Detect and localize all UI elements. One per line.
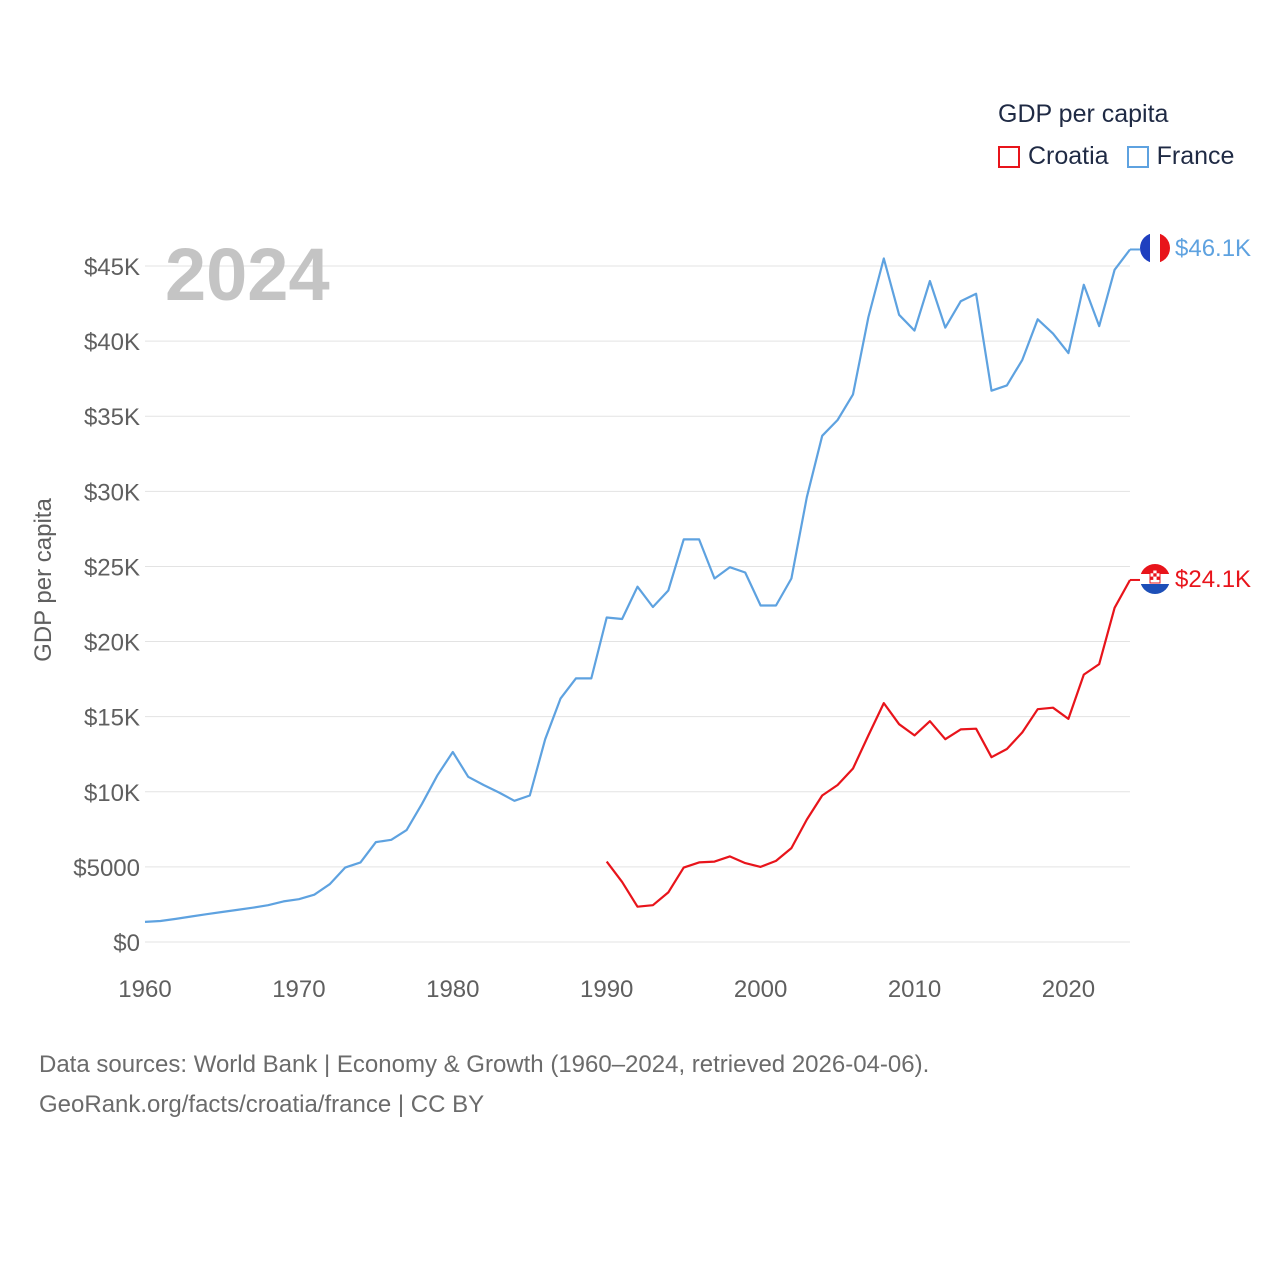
footer-link[interactable]: GeoRank.org/facts/croatia/france | CC BY (39, 1091, 485, 1118)
france-flag-icon (1140, 233, 1170, 263)
x-tick-label: 2020 (1042, 976, 1095, 1003)
legend-title: GDP per capita (998, 100, 1169, 128)
y-tick-label: $15K (84, 705, 140, 732)
y-tick-label: $45K (84, 254, 140, 281)
end-markers (1140, 233, 1170, 594)
legend-item-croatia[interactable]: Croatia (998, 142, 1109, 171)
series-line-croatia (605, 579, 1131, 908)
legend: Croatia France (998, 142, 1252, 171)
footer: Data sources: World Bank | Economy & Gro… (39, 1045, 929, 1125)
x-tick-label: 2000 (734, 976, 787, 1003)
y-tick-label: $5000 (73, 855, 140, 882)
legend-label-croatia: Croatia (1028, 142, 1109, 170)
gridlines (145, 265, 1130, 943)
croatia-flag-icon (1140, 564, 1170, 594)
y-tick-label: $0 (113, 930, 140, 957)
croatia-end-label: $24.1K (1175, 566, 1251, 593)
croatia-swatch (998, 145, 1020, 168)
series-lines (144, 248, 1140, 923)
legend-label-france: France (1156, 142, 1235, 170)
series-line-france (144, 248, 1131, 923)
x-tick-label: 2010 (888, 976, 941, 1003)
x-axis-ticks: 1960 1970 1980 1990 2000 2010 2020 (118, 976, 1095, 1003)
legend-item-france[interactable]: France (1126, 142, 1235, 171)
x-tick-label: 1980 (426, 976, 479, 1003)
year-label: 2024 (165, 233, 330, 316)
y-axis-title: GDP per capita (30, 498, 57, 662)
france-swatch (1126, 145, 1149, 168)
x-tick-label: 1970 (272, 976, 325, 1003)
x-tick-label: 1960 (118, 976, 171, 1003)
y-tick-label: $20K (84, 630, 140, 657)
france-end-label: $46.1K (1175, 235, 1251, 262)
y-tick-label: $10K (84, 780, 140, 807)
x-tick-label: 1990 (580, 976, 633, 1003)
y-tick-label: $40K (84, 329, 140, 356)
y-axis-ticks: $0 $5000 $10K $15K $20K $25K $30K $35K $40K $45K (73, 254, 140, 957)
y-tick-label: $30K (84, 479, 140, 506)
y-tick-label: $25K (84, 554, 140, 581)
y-tick-label: $35K (84, 404, 140, 431)
footer-sources: Data sources: World Bank | Economy & Gro… (39, 1051, 930, 1078)
